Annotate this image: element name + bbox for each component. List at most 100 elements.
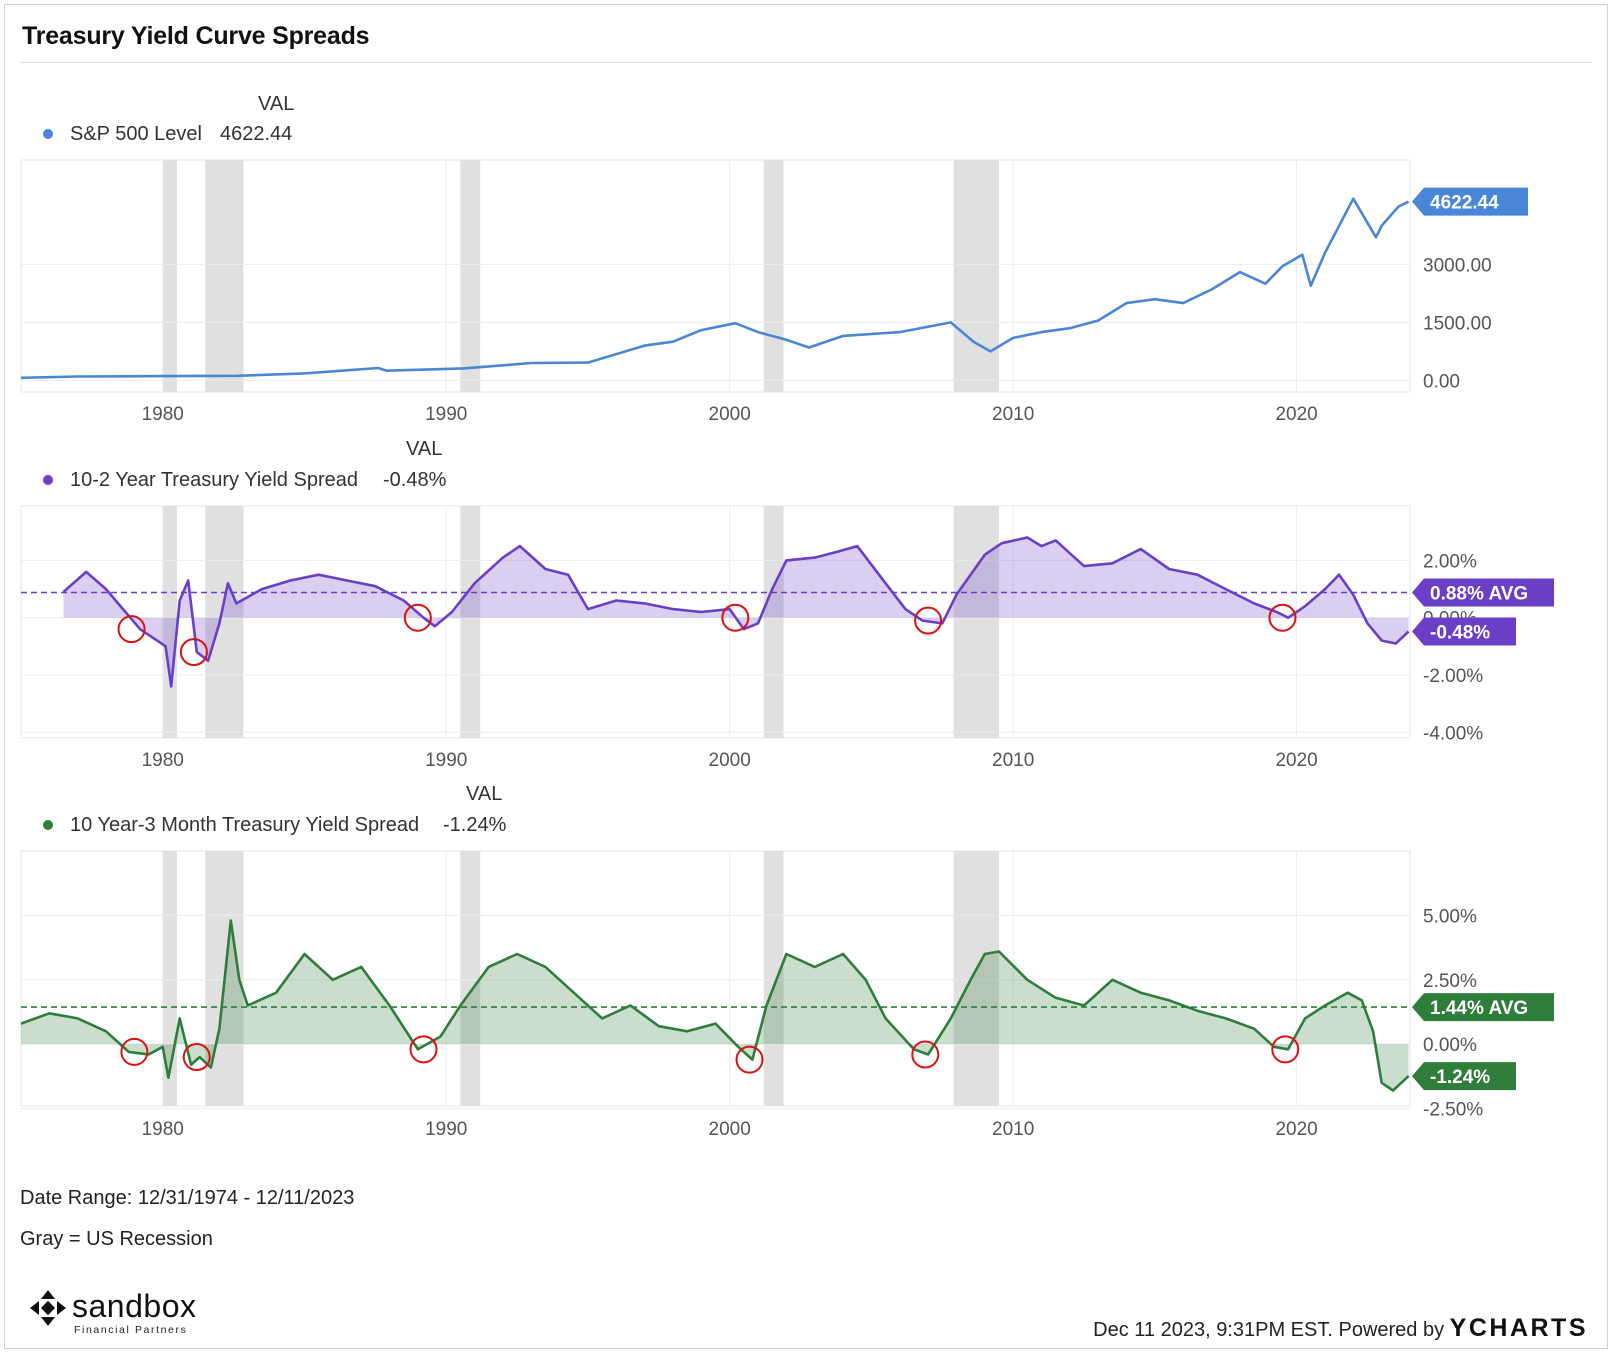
- badge-label: -1.24%: [1430, 1067, 1490, 1088]
- legend-header: VAL: [466, 783, 502, 805]
- x-tick-label: 2020: [1275, 750, 1317, 771]
- legend-value: -1.24%: [443, 814, 507, 836]
- chart-panel-2: VAL 10-2 Year Treasury Yield Spread -0.48%…: [20, 438, 1554, 771]
- recession-band: [763, 506, 784, 738]
- legend-value: -0.48%: [383, 469, 447, 491]
- inversion-circle-marker: [117, 615, 146, 644]
- x-tick-label: 2010: [992, 750, 1034, 771]
- date-range: Date Range: 12/31/1974 - 12/11/2023: [20, 1187, 355, 1209]
- x-tick-label: 1980: [142, 750, 184, 771]
- chart-panel-3: VAL 10 Year-3 Month Treasury Yield Spread…: [20, 783, 1554, 1140]
- y-tick-label: -2.00%: [1423, 666, 1483, 687]
- x-tick-label: 1990: [425, 1119, 467, 1140]
- x-tick-label: 2020: [1275, 1119, 1317, 1140]
- inversion-circle-marker: [409, 1035, 438, 1064]
- series-line: [21, 919, 1410, 1092]
- y-tick-label: -4.00%: [1423, 723, 1483, 744]
- plot-area: [20, 159, 1411, 393]
- legend-dot: [43, 129, 53, 139]
- series-line: [62, 536, 1410, 688]
- y-tick-label: 0.00%: [1423, 1035, 1477, 1056]
- y-tick-label: 2.00%: [1423, 551, 1477, 572]
- area-fill: [21, 920, 1409, 1091]
- inversion-circle-marker: [179, 638, 208, 667]
- page-title: Treasury Yield Curve Spreads: [22, 22, 370, 50]
- badge-shape: [1412, 617, 1516, 646]
- legend-header: VAL: [406, 438, 442, 460]
- x-tick-label: 1990: [425, 750, 467, 771]
- recession-band: [953, 851, 999, 1106]
- recession-band: [460, 851, 481, 1106]
- badge-label: -0.48%: [1430, 622, 1490, 643]
- title-divider: [20, 62, 1592, 63]
- y-tick-label: 2.50%: [1423, 971, 1477, 992]
- x-tick-label: 2000: [709, 1119, 751, 1140]
- inversion-circle-marker: [1268, 603, 1297, 632]
- inversion-circle-marker: [735, 1045, 764, 1074]
- x-tick-label: 2020: [1275, 404, 1317, 425]
- recession-band: [763, 851, 784, 1106]
- y-tick-label: 1500.00: [1423, 313, 1492, 334]
- recession-band: [953, 506, 999, 738]
- value-badge: -0.48%: [1412, 617, 1516, 646]
- value-badge: -1.24%: [1412, 1062, 1516, 1091]
- x-tick-label: 1980: [142, 404, 184, 425]
- x-tick-label: 1980: [142, 1119, 184, 1140]
- plot-area: [20, 505, 1411, 739]
- y-tick-label: -2.50%: [1423, 1100, 1483, 1121]
- value-badge: 4622.44: [1412, 187, 1528, 216]
- badge-shape: [1412, 1062, 1516, 1091]
- badge-label: 0.88% AVG: [1430, 583, 1528, 604]
- legend-series-name: S&P 500 Level: [70, 123, 202, 145]
- recession-band: [763, 160, 784, 392]
- recession-band: [162, 506, 177, 738]
- legend-series-name: 10 Year-3 Month Treasury Yield Spread: [70, 814, 419, 836]
- recession-band: [460, 160, 481, 392]
- series-line: [21, 197, 1410, 380]
- sandbox-logo: sandbox Financial Partners: [28, 1288, 218, 1338]
- y-tick-label: 0.00: [1423, 371, 1460, 392]
- recession-note: Gray = US Recession: [20, 1228, 213, 1250]
- y-tick-label: 5.00%: [1423, 906, 1477, 927]
- x-tick-label: 2000: [709, 404, 751, 425]
- value-badge: 0.88% AVG: [1412, 578, 1554, 607]
- recession-band: [460, 506, 481, 738]
- y-tick-label: 3000.00: [1423, 255, 1492, 276]
- legend-series-name: 10-2 Year Treasury Yield Spread: [70, 469, 358, 491]
- recession-band: [205, 160, 244, 392]
- logo-subtitle: Financial Partners: [74, 1324, 188, 1336]
- x-tick-label: 2000: [709, 750, 751, 771]
- chart-panel-1: VAL S&P 500 Level 4622.44 0.00 1500.00 3000.0…: [20, 93, 1528, 425]
- recession-band: [205, 506, 244, 738]
- inversion-circle-marker: [403, 603, 432, 632]
- x-tick-label: 2010: [992, 1119, 1034, 1140]
- x-tick-label: 1990: [425, 404, 467, 425]
- x-tick-label: 2010: [992, 404, 1034, 425]
- recession-band: [953, 160, 999, 392]
- inversion-circle-marker: [1271, 1035, 1300, 1064]
- inversion-circle-marker: [120, 1037, 149, 1066]
- badge-shape: [1412, 993, 1554, 1022]
- plot-area: [20, 850, 1411, 1107]
- timestamp: Dec 11 2023, 9:31PM EST. Powered by: [1093, 1319, 1445, 1341]
- inversion-circle-marker: [182, 1043, 211, 1072]
- recession-band: [162, 160, 177, 392]
- legend-value: 4622.44: [220, 123, 292, 145]
- inversion-circle-marker: [721, 603, 750, 632]
- badge-label: 4622.44: [1430, 193, 1499, 214]
- badge-label: 1.44% AVG: [1430, 998, 1528, 1019]
- chart-frame: [4, 4, 1608, 1349]
- powered-by: Dec 11 2023, 9:31PM EST. Powered by YCHA…: [1093, 1314, 1588, 1343]
- logo-wordmark: sandbox: [72, 1288, 197, 1324]
- value-badge: 1.44% AVG: [1412, 993, 1554, 1022]
- legend-dot: [43, 820, 53, 830]
- legend-dot: [43, 475, 53, 485]
- charts-svg: VAL S&P 500 Level 4622.44 0.00 1500.00 3000.0…: [20, 93, 1554, 1140]
- badge-shape: [1412, 578, 1554, 607]
- sandbox-arrows-icon: [30, 1290, 66, 1326]
- ycharts-logo[interactable]: YCHARTS: [1449, 1314, 1588, 1342]
- badge-shape: [1412, 187, 1528, 216]
- legend-header: VAL: [258, 93, 294, 115]
- recession-band: [162, 851, 177, 1106]
- area-fill: [63, 537, 1409, 687]
